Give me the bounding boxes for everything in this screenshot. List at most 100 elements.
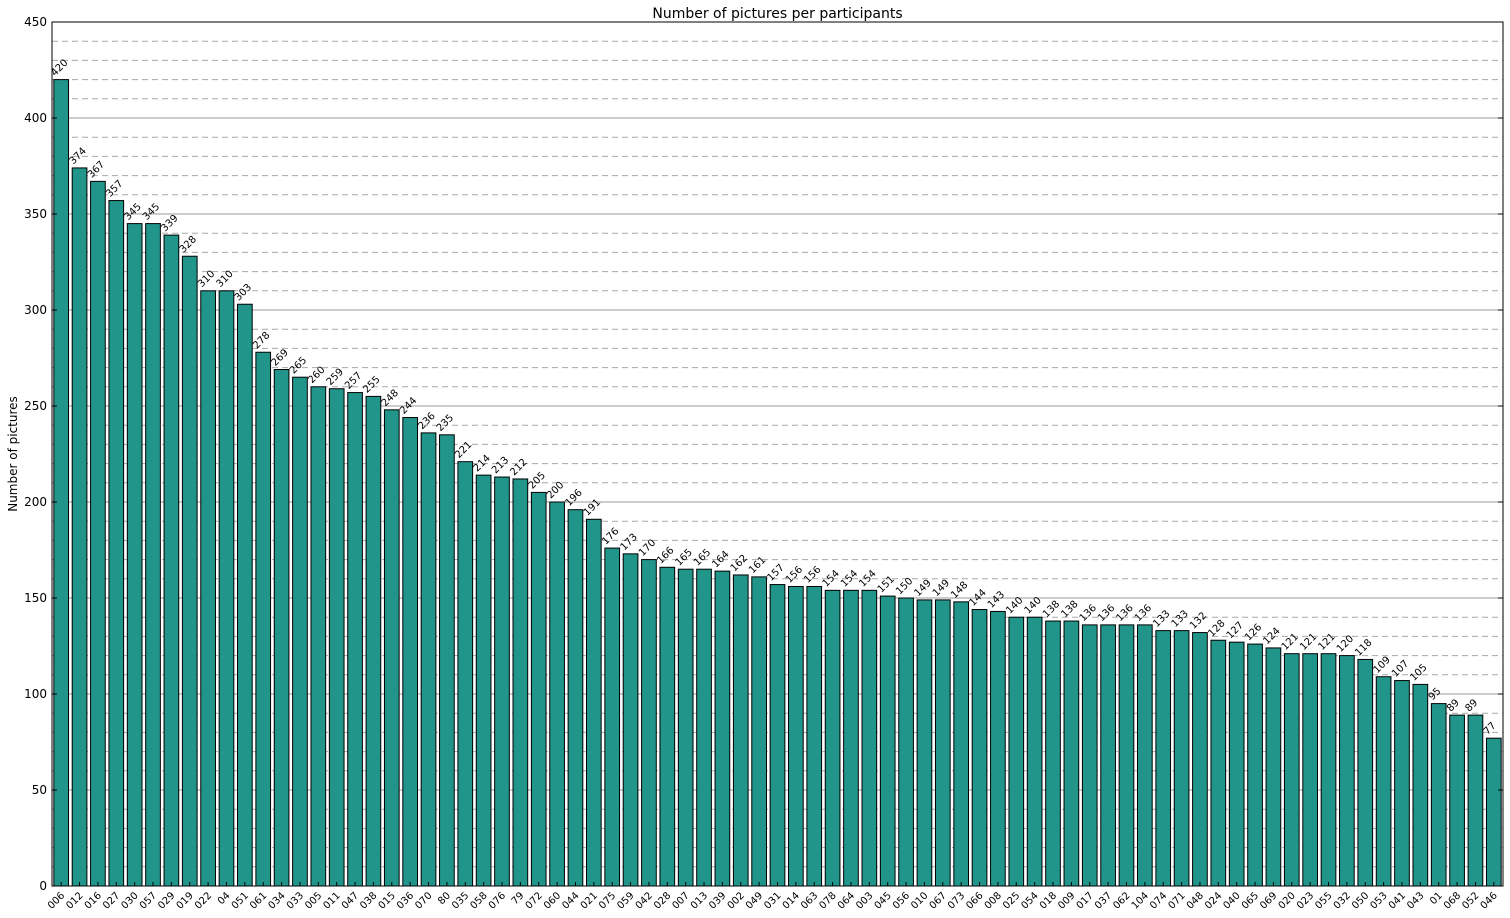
bar bbox=[622, 553, 639, 887]
bar-value-label: 278 bbox=[251, 330, 272, 351]
x-tick-label: 056 bbox=[891, 890, 912, 911]
bar-value-label: 136 bbox=[1096, 603, 1117, 624]
x-tick-label: 040 bbox=[1222, 890, 1243, 911]
bar-value-label: 133 bbox=[1170, 608, 1191, 629]
bar bbox=[328, 388, 345, 887]
bar bbox=[255, 351, 272, 887]
y-tick-label: 350 bbox=[24, 207, 47, 221]
y-tick-label: 450 bbox=[24, 15, 47, 29]
bar bbox=[1192, 632, 1208, 887]
bar-value-label: 269 bbox=[270, 347, 291, 368]
bar-value-label: 132 bbox=[1188, 610, 1209, 631]
x-tick-label: 045 bbox=[873, 890, 894, 911]
bar-value-label: 173 bbox=[619, 532, 640, 553]
x-tick-label: 038 bbox=[358, 890, 379, 911]
bar-value-label: 345 bbox=[141, 201, 162, 222]
bar-value-label: 127 bbox=[1225, 620, 1246, 641]
bar bbox=[732, 574, 749, 887]
x-tick-label: 061 bbox=[248, 890, 269, 911]
x-tick-label: 070 bbox=[413, 890, 434, 911]
x-tick-label: 058 bbox=[468, 890, 489, 911]
bar-value-label: 154 bbox=[839, 568, 860, 589]
bar bbox=[934, 599, 951, 887]
bar-value-label: 166 bbox=[655, 545, 676, 566]
bar bbox=[696, 568, 712, 887]
bar-value-label: 151 bbox=[876, 574, 897, 595]
bar-value-label: 136 bbox=[1133, 603, 1154, 624]
x-tick-label: 065 bbox=[1240, 890, 1261, 911]
x-tick-label: 055 bbox=[1313, 890, 1334, 911]
bar bbox=[53, 79, 70, 887]
x-tick-label: 021 bbox=[579, 890, 600, 911]
bar bbox=[1449, 714, 1465, 887]
x-tick-label: 042 bbox=[634, 890, 655, 911]
bar bbox=[273, 369, 290, 887]
bar bbox=[1228, 641, 1245, 887]
x-tick-label: 039 bbox=[707, 890, 728, 911]
x-tick-label: 014 bbox=[781, 890, 802, 911]
bar bbox=[659, 566, 676, 887]
bar bbox=[824, 589, 841, 887]
x-tick-label: 010 bbox=[909, 890, 930, 911]
x-tick-label: 037 bbox=[1093, 890, 1114, 911]
bar bbox=[843, 589, 859, 887]
bar bbox=[475, 474, 492, 887]
bar bbox=[1173, 630, 1190, 887]
x-tick-label: 033 bbox=[285, 890, 306, 911]
bar-value-label: 303 bbox=[233, 282, 254, 303]
bar bbox=[530, 491, 547, 887]
bar-value-label: 244 bbox=[398, 395, 419, 416]
bar-value-label: 165 bbox=[692, 547, 713, 568]
bar bbox=[200, 290, 216, 887]
bar-value-label: 118 bbox=[1353, 637, 1374, 658]
bar bbox=[1412, 683, 1429, 887]
bar bbox=[585, 518, 602, 887]
bar bbox=[1136, 624, 1153, 887]
x-tick-label: 015 bbox=[377, 890, 398, 911]
x-tick-label: 104 bbox=[1130, 890, 1151, 911]
y-tick-label: 150 bbox=[24, 591, 47, 605]
x-tick-label: 051 bbox=[230, 890, 251, 911]
bar bbox=[383, 409, 400, 887]
x-tick-label: 020 bbox=[1277, 890, 1298, 911]
bar bbox=[1283, 653, 1300, 887]
x-tick-label: 044 bbox=[560, 890, 581, 911]
x-tick-label: 017 bbox=[1075, 890, 1096, 911]
chart-title: Number of pictures per participants bbox=[652, 6, 902, 22]
bars bbox=[53, 79, 1502, 887]
bar-value-label: 367 bbox=[86, 159, 107, 180]
x-tick-label: 043 bbox=[1405, 890, 1426, 911]
x-tick-label: 011 bbox=[322, 890, 343, 911]
bar bbox=[1063, 620, 1080, 887]
bar-value-label: 265 bbox=[288, 355, 309, 376]
x-tick-label: 018 bbox=[1038, 890, 1059, 911]
bar bbox=[1155, 630, 1172, 887]
x-tick-label: 068 bbox=[1442, 890, 1463, 911]
y-tick-label: 300 bbox=[24, 303, 47, 317]
bar bbox=[1467, 714, 1484, 887]
bar bbox=[292, 376, 308, 887]
bar bbox=[641, 559, 657, 887]
bar bbox=[71, 167, 88, 887]
x-tick-label: 003 bbox=[854, 890, 875, 911]
y-axis-label: Number of pictures bbox=[6, 396, 20, 512]
x-tick-label: 066 bbox=[964, 890, 985, 911]
bar-value-label: 213 bbox=[490, 455, 511, 476]
x-tick-label: 022 bbox=[193, 890, 214, 911]
bar bbox=[769, 584, 786, 887]
bar bbox=[218, 290, 235, 887]
bar-value-label: 235 bbox=[435, 413, 456, 434]
bar-value-label: 205 bbox=[527, 470, 548, 491]
x-tick-label: 019 bbox=[175, 890, 196, 911]
bar bbox=[494, 476, 510, 887]
x-tick-label: 031 bbox=[762, 890, 783, 911]
bar bbox=[237, 303, 253, 887]
bar bbox=[163, 234, 180, 887]
x-tick-label: 030 bbox=[119, 890, 140, 911]
bar bbox=[1100, 624, 1116, 887]
x-tick-label: 009 bbox=[1056, 890, 1077, 911]
bar bbox=[90, 180, 106, 887]
x-tick-label: 049 bbox=[744, 890, 765, 911]
x-tick-label: 069 bbox=[1258, 890, 1279, 911]
